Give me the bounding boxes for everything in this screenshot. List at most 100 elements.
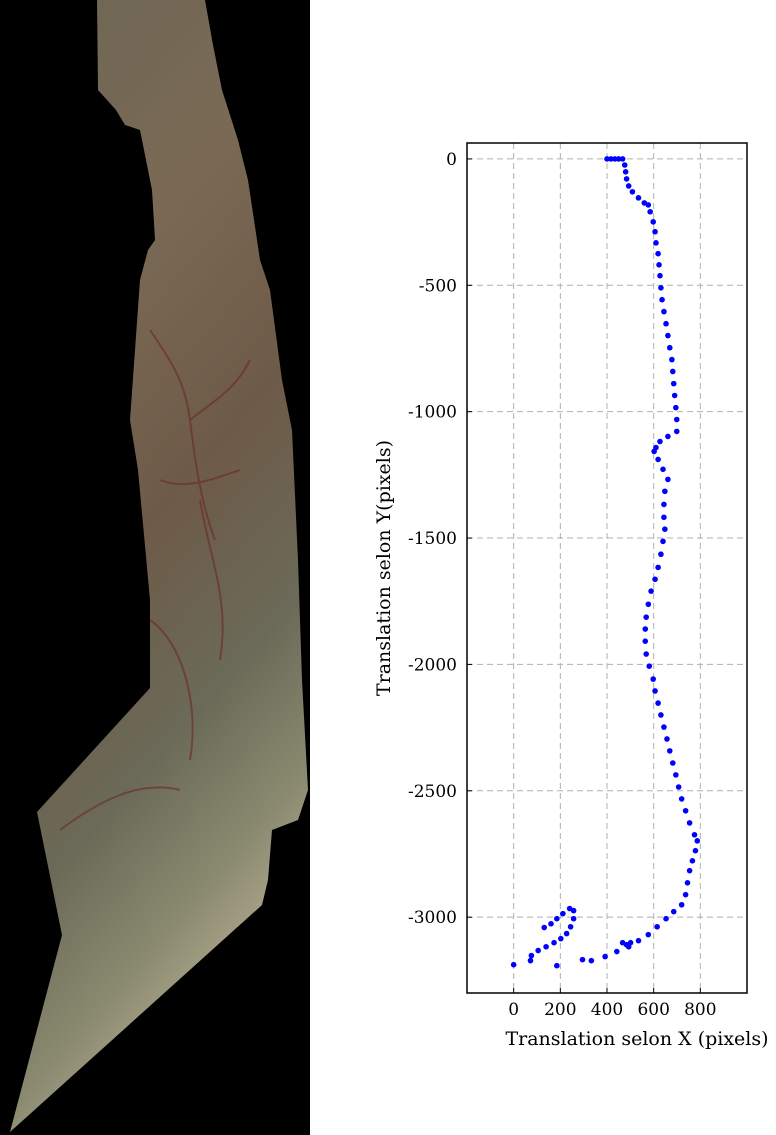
data-point <box>663 320 669 327</box>
y-tick-label: -1500 <box>408 529 457 549</box>
y-tick-label: -2500 <box>408 782 457 802</box>
data-point <box>548 920 554 927</box>
data-point <box>551 939 557 946</box>
data-point <box>579 956 586 963</box>
y-tick-label: -1000 <box>408 403 457 423</box>
data-point <box>635 937 642 944</box>
data-point <box>650 219 656 225</box>
data-point <box>694 838 701 844</box>
chart: 0 200 400 600 800 0 -500 -1000 -1500 -2000 -2500 -3… <box>373 142 769 1050</box>
data-point <box>645 202 652 208</box>
tissue-mosaic <box>10 0 308 1132</box>
data-point <box>623 176 630 182</box>
data-point <box>650 676 656 682</box>
data-point <box>622 169 629 175</box>
data-point <box>673 416 680 423</box>
data-point <box>658 551 664 558</box>
data-point <box>527 957 534 964</box>
data-point <box>662 526 668 533</box>
data-point <box>686 820 693 826</box>
data-point <box>621 162 628 168</box>
data-point <box>652 688 658 694</box>
y-tick-label: 0 <box>446 150 457 170</box>
data-point <box>673 428 680 435</box>
data-point <box>669 356 675 363</box>
data-point <box>535 947 541 954</box>
data-point <box>671 392 678 399</box>
data-point <box>654 923 660 930</box>
data-point <box>682 891 689 898</box>
data-point <box>689 858 696 864</box>
data-point <box>665 476 671 483</box>
data-point <box>660 466 666 473</box>
data-point <box>657 438 663 445</box>
data-point <box>670 760 676 766</box>
data-point <box>665 433 671 440</box>
data-point <box>563 930 570 937</box>
data-point <box>643 614 649 620</box>
data-point <box>635 195 642 201</box>
data-point <box>656 262 662 268</box>
data-point <box>566 905 573 912</box>
data-point <box>665 332 671 339</box>
data-point <box>691 831 698 838</box>
data-point <box>629 188 636 195</box>
x-tick-label: 600 <box>637 1000 669 1020</box>
data-point <box>663 915 669 922</box>
data-point <box>642 638 649 644</box>
data-point <box>670 380 677 387</box>
data-point <box>670 368 676 375</box>
data-point <box>659 296 665 303</box>
data-point <box>661 514 667 521</box>
data-point <box>543 943 549 950</box>
data-point <box>655 564 661 571</box>
y-tick-label: -2000 <box>408 655 457 675</box>
data-point <box>661 724 667 730</box>
data-point <box>655 700 661 706</box>
data-point <box>608 156 614 162</box>
data-point <box>692 847 699 854</box>
data-point <box>686 867 693 874</box>
data-point <box>528 952 535 959</box>
data-point <box>643 651 649 657</box>
data-point <box>648 588 654 594</box>
y-axis-label: Translation selon Y(pixels) <box>373 440 395 696</box>
data-point <box>661 308 667 315</box>
data-point <box>554 915 560 922</box>
data-point <box>657 272 663 279</box>
data-point <box>541 924 548 931</box>
data-point <box>664 736 670 742</box>
data-point <box>510 961 517 968</box>
data-point <box>619 156 626 162</box>
data-point <box>554 962 560 969</box>
data-point <box>651 448 657 455</box>
data-point <box>645 601 652 608</box>
mosaic-image <box>0 0 310 1135</box>
x-tick-label: 400 <box>591 1000 623 1020</box>
data-point <box>647 208 653 215</box>
y-tick-label: -3000 <box>408 908 457 928</box>
data-point <box>673 404 679 411</box>
data-point <box>666 748 673 754</box>
data-point <box>652 576 658 583</box>
data-point <box>625 183 632 189</box>
data-point <box>661 501 667 508</box>
data-point <box>570 915 577 922</box>
data-point <box>660 538 666 545</box>
data-point <box>678 901 685 908</box>
data-point <box>615 156 622 162</box>
data-point <box>655 456 661 463</box>
data-point <box>558 935 564 942</box>
data-point <box>658 712 664 718</box>
data-point <box>662 488 668 495</box>
data-point <box>675 784 682 790</box>
data-point <box>652 228 658 235</box>
data-point <box>602 953 608 960</box>
data-point <box>567 923 574 930</box>
data-point <box>658 285 664 291</box>
data-point <box>646 663 653 669</box>
x-tick-label: 800 <box>684 1000 716 1020</box>
data-point <box>614 948 620 955</box>
data-point <box>670 908 677 915</box>
